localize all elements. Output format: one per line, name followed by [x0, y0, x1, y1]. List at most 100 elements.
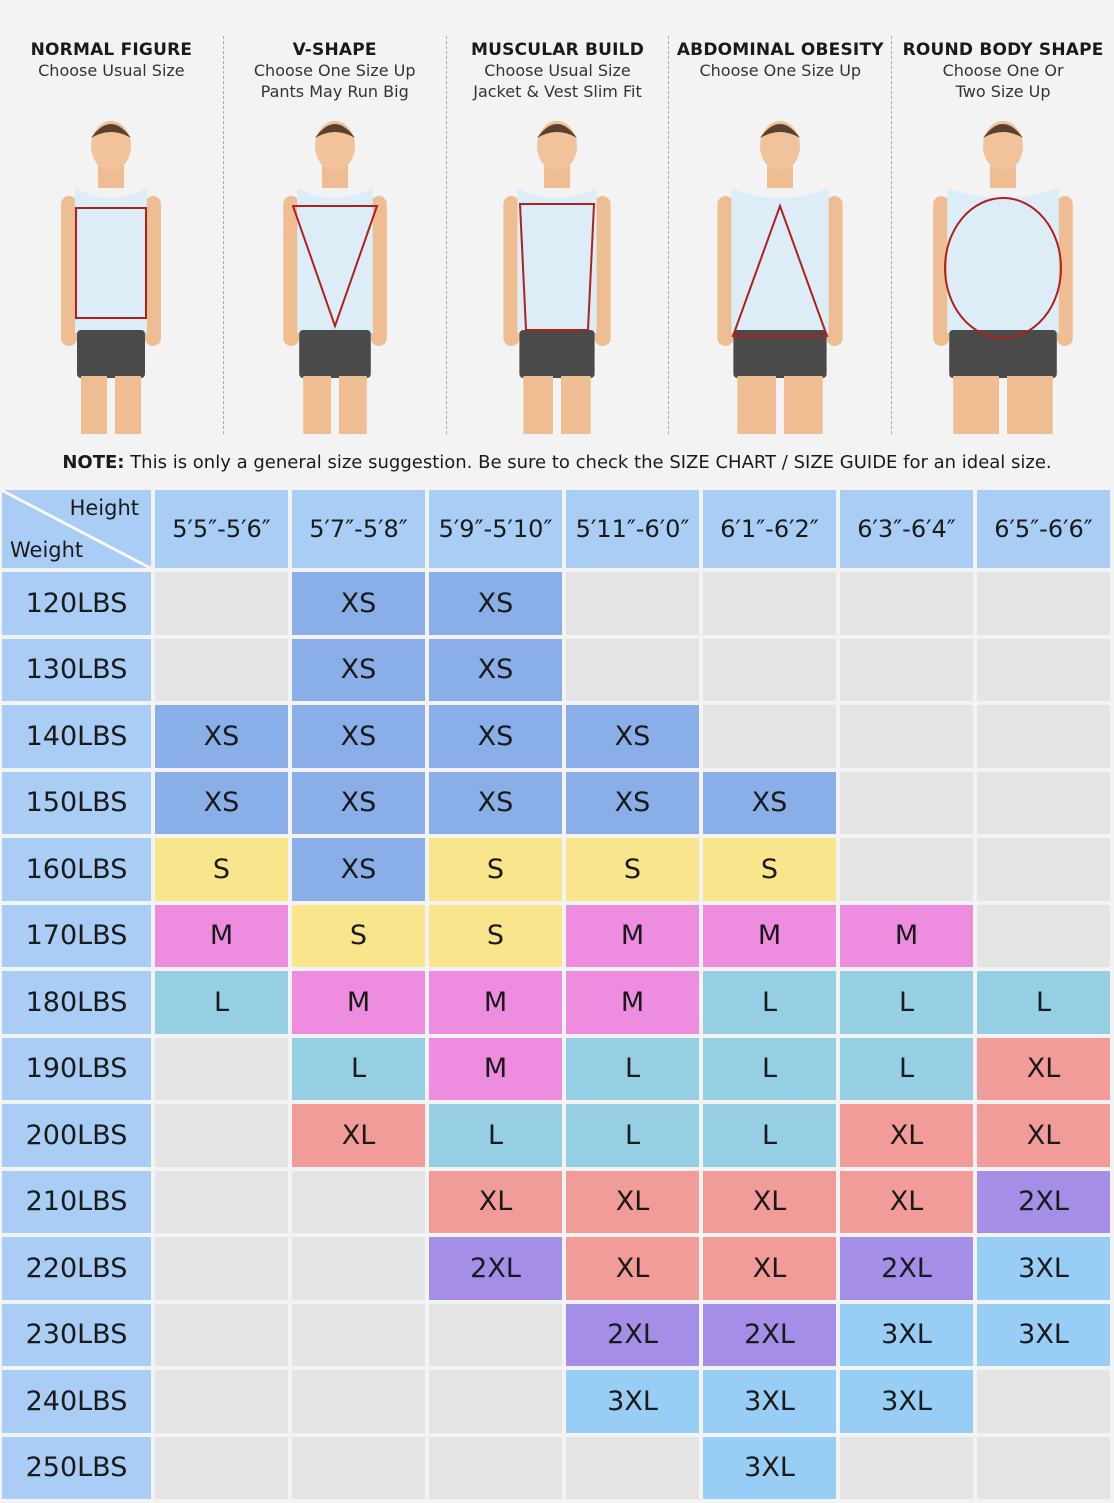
size-cell: M — [566, 904, 699, 967]
size-cell — [566, 572, 699, 635]
height-header: 5′7″-5′8″ — [292, 490, 425, 568]
size-cell — [977, 572, 1110, 635]
size-cell — [840, 1436, 973, 1499]
size-cell — [977, 904, 1110, 967]
size-cell: XS — [292, 771, 425, 834]
size-cell: XS — [703, 771, 836, 834]
body-type-subtitle: Choose One Or Two Size Up — [942, 61, 1064, 101]
size-cell: S — [429, 838, 562, 901]
size-cell: 2XL — [429, 1237, 562, 1300]
size-cell — [840, 705, 973, 768]
size-cell: XS — [155, 705, 288, 768]
size-cell — [977, 771, 1110, 834]
size-cell: XS — [292, 638, 425, 701]
size-cell — [155, 638, 288, 701]
size-cell — [703, 705, 836, 768]
size-cell: M — [155, 904, 288, 967]
size-cell: L — [566, 1104, 699, 1167]
size-cell: XS — [429, 638, 562, 701]
weight-cell: 120LBS — [2, 572, 151, 635]
size-cell — [155, 572, 288, 635]
size-cell: XL — [977, 1104, 1110, 1167]
size-cell — [292, 1370, 425, 1433]
table-row: 140LBS XS XS XS XS — [2, 705, 1110, 768]
body-type-title: V-SHAPE — [292, 40, 377, 60]
size-cell: 2XL — [840, 1237, 973, 1300]
size-cell: L — [840, 1037, 973, 1100]
size-cell: L — [977, 971, 1110, 1034]
size-cell: 3XL — [703, 1370, 836, 1433]
height-label: Height — [69, 496, 139, 520]
size-cell — [155, 1370, 288, 1433]
size-cell: 2XL — [566, 1303, 699, 1366]
weight-cell: 140LBS — [2, 705, 151, 768]
size-cell: 3XL — [566, 1370, 699, 1433]
size-cell: XL — [977, 1037, 1110, 1100]
body-type-title: MUSCULAR BUILD — [470, 40, 645, 60]
size-cell: XL — [566, 1237, 699, 1300]
weight-cell: 230LBS — [2, 1303, 151, 1366]
body-figure-icon — [61, 121, 162, 434]
header-row: Height Weight 5′5″-5′6″ 5′7″-5′8″ 5′9″-5′10… — [2, 490, 1110, 568]
size-cell — [977, 638, 1110, 701]
size-cell: XS — [429, 705, 562, 768]
size-cell: S — [292, 904, 425, 967]
size-cell — [977, 1436, 1110, 1499]
table-row: 190LBS L M L L L XL — [2, 1037, 1110, 1100]
table-row: 150LBS XS XS XS XS XS — [2, 771, 1110, 834]
size-cell: S — [155, 838, 288, 901]
weight-cell: 160LBS — [2, 838, 151, 901]
size-cell — [840, 572, 973, 635]
size-cell — [292, 1237, 425, 1300]
body-type-subtitle: Choose Usual Size — [38, 61, 185, 80]
size-cell: 2XL — [977, 1170, 1110, 1233]
table-row: 240LBS 3XL 3XL 3XL — [2, 1370, 1110, 1433]
size-cell — [155, 1037, 288, 1100]
body-type-triangle: ABDOMINAL OBESITY Choose One Size Up — [668, 36, 891, 434]
note-text: This is only a general size suggestion. … — [124, 452, 1052, 473]
size-cell: L — [703, 1104, 836, 1167]
weight-cell: 220LBS — [2, 1237, 151, 1300]
weight-label: Weight — [10, 538, 84, 562]
size-cell: XS — [292, 572, 425, 635]
size-cell: L — [703, 971, 836, 1034]
size-cell — [292, 1170, 425, 1233]
table-row: 230LBS 2XL 2XL 3XL 3XL — [2, 1303, 1110, 1366]
size-table: Height Weight 5′5″-5′6″ 5′7″-5′8″ 5′9″-5′10… — [0, 486, 1114, 1503]
height-header: 6′5″-6′6″ — [977, 490, 1110, 568]
size-cell: M — [292, 971, 425, 1034]
body-figure-icon — [717, 121, 843, 434]
weight-cell: 240LBS — [2, 1370, 151, 1433]
size-cell — [155, 1436, 288, 1499]
weight-cell: 190LBS — [2, 1037, 151, 1100]
size-cell: XS — [429, 572, 562, 635]
size-cell — [566, 638, 699, 701]
body-type-subtitle: Choose One Size Up Pants May Run Big — [253, 61, 416, 101]
body-type-subtitle: Choose One Size Up — [699, 61, 862, 80]
size-cell: XL — [566, 1170, 699, 1233]
size-cell: XS — [155, 771, 288, 834]
size-cell: M — [566, 971, 699, 1034]
table-row: 220LBS 2XL XL XL 2XL 3XL — [2, 1237, 1110, 1300]
weight-cell: 250LBS — [2, 1436, 151, 1499]
size-cell — [977, 838, 1110, 901]
size-cell: XL — [703, 1237, 836, 1300]
table-row: 200LBS XL L L L XL XL — [2, 1104, 1110, 1167]
size-cell — [155, 1303, 288, 1366]
size-cell: XL — [840, 1104, 973, 1167]
size-cell: L — [840, 971, 973, 1034]
size-cell: XS — [566, 771, 699, 834]
body-figure-icon — [933, 121, 1073, 434]
table-row: 130LBS XS XS — [2, 638, 1110, 701]
table-row: 170LBS M S S M M M — [2, 904, 1110, 967]
size-cell: L — [155, 971, 288, 1034]
size-cell: XS — [566, 705, 699, 768]
size-cell: XL — [292, 1104, 425, 1167]
size-cell: L — [429, 1104, 562, 1167]
size-cell: M — [703, 904, 836, 967]
size-cell — [429, 1436, 562, 1499]
body-type-rectangle: NORMAL FIGURE Choose Usual Size — [0, 36, 223, 436]
size-cell: 3XL — [977, 1237, 1110, 1300]
table-row: 210LBS XL XL XL XL 2XL — [2, 1170, 1110, 1233]
size-cell — [155, 1170, 288, 1233]
